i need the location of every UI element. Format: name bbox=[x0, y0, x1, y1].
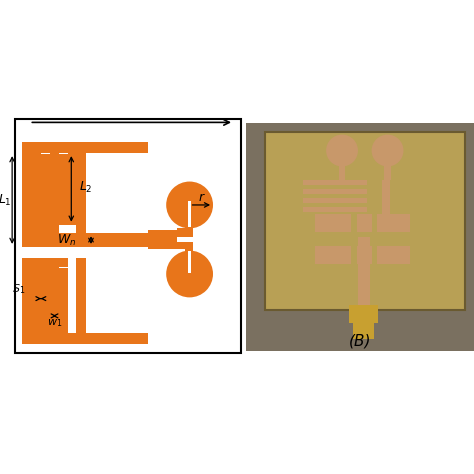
Bar bbox=[22, 258, 32, 344]
Bar bbox=[76, 154, 86, 215]
Bar bbox=[76, 153, 86, 235]
Bar bbox=[303, 198, 367, 203]
Bar bbox=[354, 323, 374, 339]
Bar bbox=[315, 214, 410, 232]
Bar bbox=[148, 229, 192, 237]
Bar bbox=[384, 151, 391, 180]
Bar bbox=[22, 153, 32, 235]
Bar bbox=[32, 153, 41, 225]
Bar bbox=[32, 258, 50, 267]
Bar bbox=[22, 258, 59, 268]
Text: $W_n$: $W_n$ bbox=[57, 233, 76, 248]
Bar bbox=[177, 228, 190, 237]
Text: $w_1$: $w_1$ bbox=[47, 318, 62, 329]
Bar bbox=[50, 153, 59, 225]
Bar bbox=[185, 211, 193, 237]
Bar bbox=[40, 154, 50, 215]
Circle shape bbox=[326, 135, 358, 166]
Bar bbox=[32, 258, 41, 333]
Bar bbox=[50, 258, 68, 267]
Text: $L_2$: $L_2$ bbox=[79, 180, 92, 195]
Bar bbox=[50, 258, 59, 333]
Bar bbox=[188, 201, 191, 227]
Bar bbox=[264, 132, 465, 310]
Bar bbox=[315, 246, 410, 264]
Bar bbox=[22, 333, 148, 344]
Bar bbox=[349, 305, 378, 323]
Bar bbox=[68, 153, 77, 225]
Bar bbox=[58, 154, 68, 215]
Bar bbox=[22, 233, 148, 247]
Text: $r$: $r$ bbox=[198, 191, 206, 204]
Bar bbox=[22, 142, 148, 153]
Bar bbox=[188, 251, 191, 273]
Bar bbox=[358, 264, 371, 305]
Circle shape bbox=[372, 135, 403, 166]
Bar bbox=[76, 258, 86, 344]
Bar bbox=[185, 242, 193, 274]
Bar bbox=[303, 180, 367, 185]
Bar bbox=[22, 225, 59, 235]
Text: $L_1$: $L_1$ bbox=[0, 192, 11, 208]
Bar bbox=[372, 214, 377, 232]
Circle shape bbox=[166, 182, 213, 228]
Bar bbox=[303, 207, 367, 212]
Bar bbox=[358, 237, 371, 264]
Bar bbox=[32, 215, 50, 225]
Bar bbox=[58, 268, 68, 333]
Bar bbox=[148, 242, 192, 249]
Bar bbox=[68, 215, 86, 225]
Bar bbox=[148, 232, 177, 241]
Bar bbox=[351, 214, 357, 232]
Bar bbox=[303, 189, 367, 194]
Bar bbox=[50, 215, 68, 225]
Text: (B): (B) bbox=[349, 334, 372, 348]
Bar bbox=[351, 246, 357, 264]
Bar bbox=[382, 180, 390, 219]
Bar bbox=[338, 151, 346, 180]
Bar bbox=[40, 268, 50, 333]
Bar bbox=[148, 241, 177, 249]
Text: $S_1$: $S_1$ bbox=[12, 282, 25, 296]
Bar bbox=[372, 246, 377, 264]
Circle shape bbox=[166, 251, 213, 297]
